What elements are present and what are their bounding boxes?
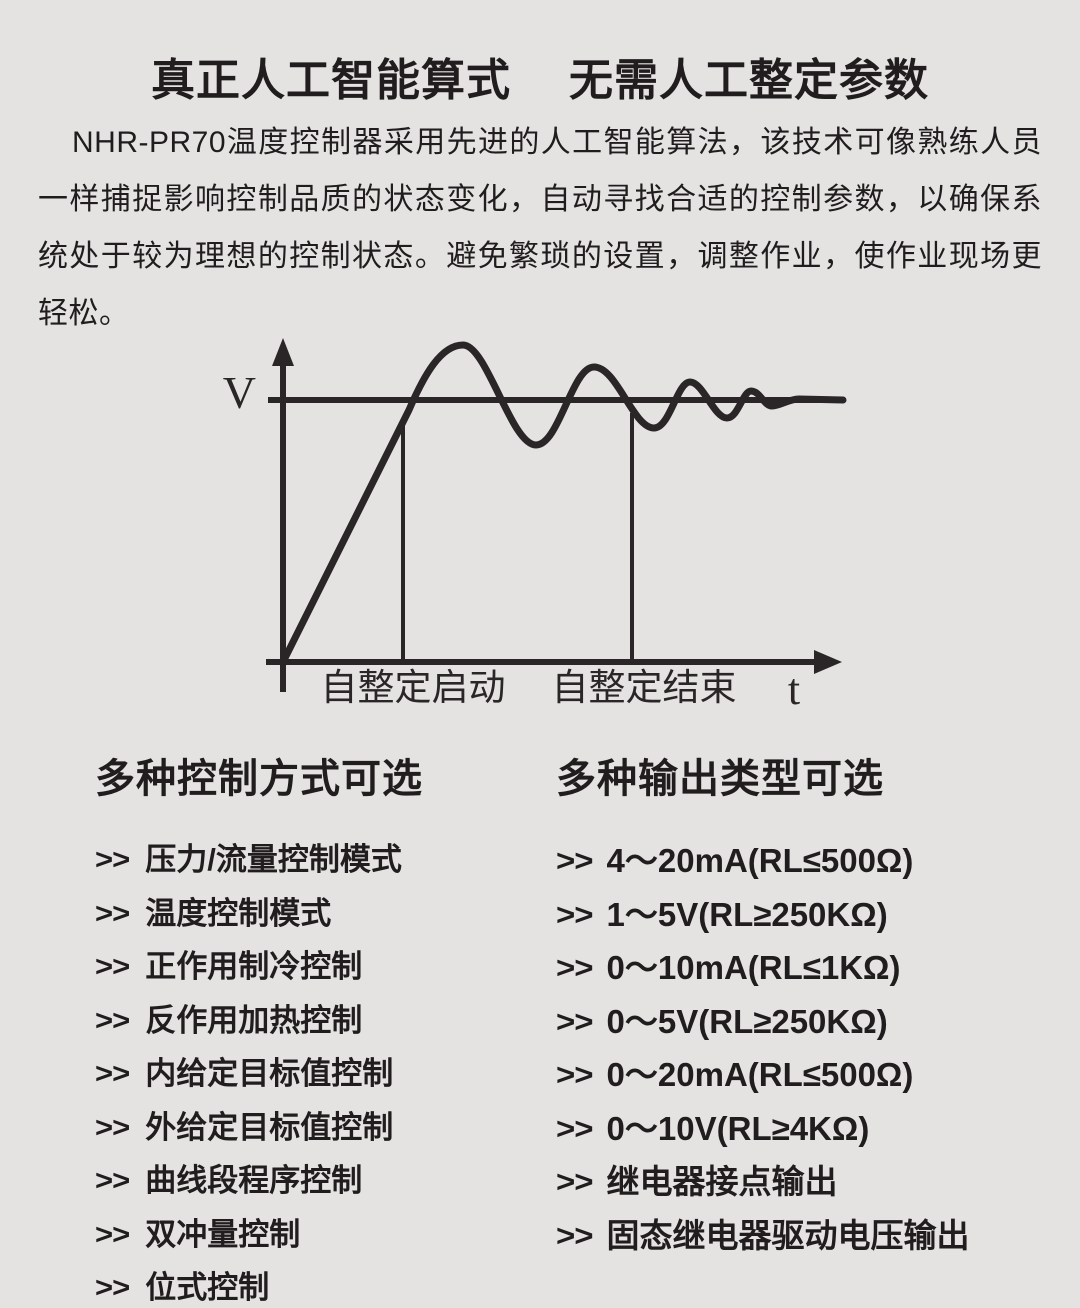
chevrons-bullet-icon: >> (556, 1218, 594, 1253)
chevrons-bullet-icon: >> (95, 1271, 130, 1304)
y-axis-label: V (223, 367, 256, 418)
output-types-list: >> 4～20mA(RL≤500Ω) >> 1～5V(RL≥250KΩ) >> … (556, 834, 1056, 1262)
intro-paragraph: NHR-PR70温度控制器采用先进的人工智能算法，该技术可像熟练人员一样捕捉影响… (38, 126, 1042, 330)
list-item-label: 继电器接点输出 (606, 1163, 838, 1200)
control-modes-list: >> 压力/流量控制模式 >> 温度控制模式 >> 正作用制冷控制 >> 反作用… (95, 834, 525, 1308)
list-item-label: 正作用制冷控制 (145, 949, 363, 984)
list-item: >> 压力/流量控制模式 (95, 834, 525, 888)
chevrons-bullet-icon: >> (95, 843, 130, 876)
chevrons-bullet-icon: >> (95, 1057, 130, 1090)
chevrons-bullet-icon: >> (556, 897, 594, 932)
list-item-label: 0～20mA(RL≤500Ω) (606, 1056, 914, 1093)
list-item: >> 继电器接点输出 (556, 1155, 1056, 1209)
list-item-label: 双冲量控制 (145, 1216, 301, 1252)
chevrons-bullet-icon: >> (95, 896, 130, 930)
list-item: >> 曲线段程序控制 (95, 1155, 525, 1209)
list-item: >> 外给定目标值控制 (95, 1102, 525, 1156)
list-item: >> 0～10mA(RL≤1KΩ) (556, 941, 1056, 995)
list-item-label: 曲线段程序控制 (145, 1163, 363, 1198)
list-item-label: 4～20mA(RL≤500Ω) (606, 842, 914, 879)
chevrons-bullet-icon: >> (95, 950, 130, 983)
list-item: >> 4～20mA(RL≤500Ω) (556, 834, 1056, 888)
list-item: >> 位式控制 (95, 1262, 525, 1308)
auto-tuning-diagram-svg: V t 自整定启动 自整定结束 (223, 338, 847, 714)
list-item-label: 0～10V(RL≥4KΩ) (606, 1109, 870, 1147)
chevrons-bullet-icon: >> (556, 1111, 594, 1146)
x-axis-label: t (788, 665, 800, 714)
chevrons-bullet-icon: >> (95, 1003, 130, 1037)
list-item-label: 反作用加热控制 (145, 1002, 363, 1038)
list-item: >> 正作用制冷控制 (95, 941, 525, 995)
chevrons-bullet-icon: >> (556, 1164, 594, 1199)
list-item: >> 固态继电器驱动电压输出 (556, 1209, 1056, 1263)
tuning-end-label: 自整定结束 (552, 667, 737, 709)
chevrons-bullet-icon: >> (95, 1110, 130, 1144)
control-modes-heading: 多种控制方式可选 (95, 757, 423, 801)
list-item: >> 反作用加热控制 (95, 995, 525, 1049)
tuning-start-label: 自整定启动 (321, 667, 506, 709)
auto-tuning-diagram: V t 自整定启动 自整定结束 (0, 300, 1080, 730)
chevrons-bullet-icon: >> (556, 950, 594, 985)
list-item-label: 压力/流量控制模式 (145, 842, 402, 877)
control-modes-section: 多种控制方式可选 >> 压力/流量控制模式 >> 温度控制模式 >> 正作用制冷… (95, 746, 525, 1308)
list-item: >> 0～5V(RL≥250KΩ) (556, 995, 1056, 1049)
chevrons-bullet-icon: >> (556, 1057, 594, 1092)
list-item-label: 固态继电器驱动电压输出 (606, 1216, 970, 1254)
list-item: >> 1～5V(RL≥250KΩ) (556, 888, 1056, 942)
list-item-label: 0～5V(RL≥250KΩ) (606, 1002, 888, 1040)
list-item-label: 外给定目标值控制 (145, 1109, 394, 1145)
response-curve (279, 341, 847, 666)
chevrons-bullet-icon: >> (95, 1164, 130, 1197)
y-axis-arrow-icon (272, 338, 294, 366)
output-types-section: 多种输出类型可选 >> 4～20mA(RL≤500Ω) >> 1～5V(RL≥2… (556, 746, 1056, 1262)
output-types-heading: 多种输出类型可选 (556, 757, 884, 801)
page-title-right: 无需人工整定参数 (569, 56, 929, 105)
list-item-label: 0～10mA(RL≤1KΩ) (606, 949, 901, 986)
list-item: >> 温度控制模式 (95, 888, 525, 942)
page-title: 真正人工智能算式 无需人工整定参数 (0, 44, 1080, 108)
list-item: >> 内给定目标值控制 (95, 1048, 525, 1102)
chevrons-bullet-icon: >> (95, 1217, 130, 1251)
chevrons-bullet-icon: >> (556, 843, 594, 878)
x-axis-arrow-icon (814, 650, 842, 674)
list-item-label: 内给定目标值控制 (145, 1056, 394, 1091)
list-item-label: 温度控制模式 (145, 895, 332, 931)
page-title-left: 真正人工智能算式 (151, 56, 511, 105)
chevrons-bullet-icon: >> (556, 1004, 594, 1039)
list-item-label: 1～5V(RL≥250KΩ) (606, 895, 888, 933)
list-item: >> 0～20mA(RL≤500Ω) (556, 1048, 1056, 1102)
list-item: >> 双冲量控制 (95, 1209, 525, 1263)
list-item: >> 0～10V(RL≥4KΩ) (556, 1102, 1056, 1156)
list-item-label: 位式控制 (145, 1270, 270, 1305)
